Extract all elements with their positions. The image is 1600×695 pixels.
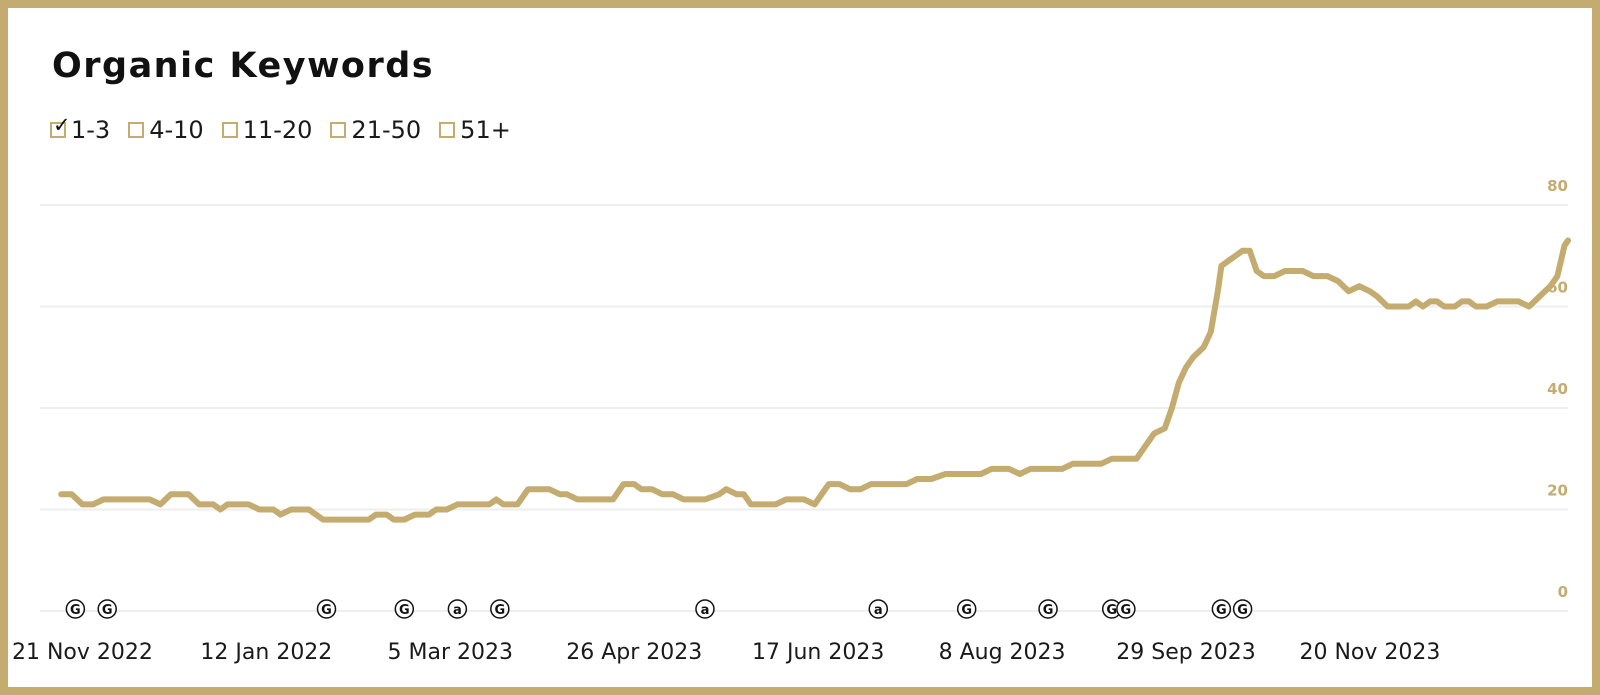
- marker-circle: [97, 599, 117, 619]
- google-update-marker[interactable]: G: [1232, 599, 1253, 619]
- marker-circle: [868, 599, 889, 619]
- y-tick-label: 40: [1547, 380, 1568, 398]
- marker-label: a: [874, 603, 883, 618]
- marker-circle: [956, 599, 977, 619]
- legend-item-21-50[interactable]: 21-50: [330, 116, 421, 144]
- legend: ✓ 1-3 4-10 11-20 21-50 51+: [50, 115, 529, 144]
- google-update-marker[interactable]: G: [1038, 599, 1058, 619]
- marker-label: G: [494, 603, 505, 618]
- marker-label: a: [453, 603, 462, 618]
- x-tick-label: 21 Nov 2022: [12, 640, 153, 665]
- marker-circle: [316, 599, 337, 619]
- marker-label: G: [70, 603, 81, 618]
- legend-item-51plus[interactable]: 51+: [439, 116, 511, 144]
- legend-item-1-3[interactable]: ✓ 1-3: [50, 115, 111, 144]
- marker-label: G: [1216, 603, 1227, 618]
- legend-checkbox[interactable]: [330, 122, 347, 138]
- legend-label: 11-20: [242, 116, 313, 144]
- google-update-marker[interactable]: G: [956, 599, 977, 619]
- marker-label: G: [1043, 603, 1054, 618]
- legend-checkbox[interactable]: [128, 122, 145, 138]
- marker-label: a: [701, 603, 710, 618]
- page-title: Organic Keywords: [52, 46, 435, 86]
- marker-label: G: [1237, 603, 1248, 618]
- google-update-marker[interactable]: G: [65, 599, 86, 619]
- legend-label: 51+: [460, 116, 511, 144]
- google-update-marker[interactable]: G: [394, 599, 415, 619]
- marker-label: G: [102, 603, 113, 618]
- x-tick-label: 12 Jan 2022: [200, 640, 332, 665]
- legend-checkbox[interactable]: [439, 122, 456, 138]
- x-tick-label: 8 Aug 2023: [939, 640, 1066, 665]
- marker-circle: [1211, 599, 1232, 619]
- x-tick-label: 26 Apr 2023: [566, 640, 702, 665]
- x-tick-label: 5 Mar 2023: [388, 640, 513, 665]
- google-update-marker[interactable]: G: [316, 599, 337, 619]
- marker-label: G: [1106, 603, 1117, 618]
- x-tick-label: 20 Nov 2023: [1299, 640, 1440, 665]
- y-tick-label: 0: [1558, 583, 1568, 601]
- marker-circle: [65, 599, 86, 619]
- marker-label: G: [1121, 603, 1132, 618]
- google-update-marker[interactable]: G: [490, 599, 510, 619]
- google-update-marker[interactable]: G: [1211, 599, 1232, 619]
- x-tick-label: 17 Jun 2023: [752, 640, 884, 665]
- legend-checkbox[interactable]: ✓: [50, 115, 71, 138]
- google-update-marker[interactable]: G: [1116, 599, 1136, 619]
- annotation-marker[interactable]: a: [447, 599, 468, 619]
- legend-label: 1-3: [71, 116, 111, 144]
- x-tick-label: 29 Sep 2023: [1116, 640, 1255, 665]
- legend-item-4-10[interactable]: 4-10: [128, 116, 204, 144]
- legend-label: 21-50: [351, 116, 422, 144]
- marker-circle: [394, 599, 415, 619]
- marker-circle: [695, 599, 715, 619]
- checkmark-icon: ✓: [53, 113, 71, 137]
- marker-circle: [1116, 599, 1136, 619]
- annotation-marker[interactable]: a: [868, 599, 889, 619]
- legend-checkbox[interactable]: [221, 122, 238, 138]
- legend-label: 4-10: [149, 116, 204, 144]
- annotation-marker[interactable]: a: [695, 599, 715, 619]
- legend-item-11-20[interactable]: 11-20: [221, 116, 313, 144]
- google-update-marker[interactable]: G: [97, 599, 117, 619]
- marker-circle: [447, 599, 468, 619]
- y-tick-label: 20: [1547, 482, 1568, 500]
- series-line: [58, 237, 1571, 523]
- marker-label: G: [321, 603, 332, 618]
- marker-label: G: [961, 603, 972, 618]
- marker-circle: [1038, 599, 1058, 619]
- marker-circle: [490, 599, 510, 619]
- y-tick-label: 80: [1547, 177, 1568, 195]
- marker-label: G: [399, 603, 410, 618]
- marker-circle: [1232, 599, 1253, 619]
